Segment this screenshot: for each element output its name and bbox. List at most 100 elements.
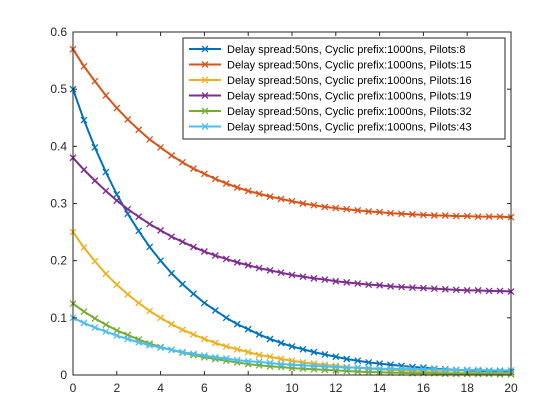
x-tick-label: 16	[417, 381, 431, 395]
data-point	[211, 306, 219, 314]
data-point	[168, 269, 176, 277]
data-point	[233, 184, 241, 191]
data-point	[387, 365, 395, 373]
series-layer	[69, 45, 515, 378]
legend-label: Delay spread:50ns, Cyclic prefix:1000ns,…	[227, 91, 472, 103]
data-point	[343, 205, 351, 213]
data-point	[310, 362, 318, 370]
data-point	[102, 328, 110, 336]
data-point	[299, 273, 307, 281]
legend-label: Delay spread:50ns, Cyclic prefix:1000ns,…	[227, 75, 472, 87]
data-point	[496, 287, 504, 295]
data-point	[200, 248, 208, 255]
data-point	[244, 357, 252, 365]
data-point	[157, 257, 165, 265]
data-point	[135, 299, 143, 307]
data-point	[80, 62, 88, 70]
data-point	[157, 314, 165, 322]
data-point	[299, 345, 307, 353]
data-point	[222, 342, 230, 350]
data-point	[80, 319, 88, 327]
x-tick-label: 12	[329, 381, 343, 395]
data-point	[277, 339, 285, 347]
y-tick-label: 0.2	[50, 254, 67, 268]
data-point	[102, 91, 110, 99]
data-point	[146, 136, 154, 143]
data-point	[255, 190, 263, 198]
data-point	[113, 326, 121, 334]
data-point	[233, 356, 241, 364]
x-tick-label: 8	[245, 381, 252, 395]
data-point	[496, 213, 504, 221]
data-point	[91, 324, 99, 332]
x-tick-label: 18	[461, 381, 475, 395]
data-point	[255, 351, 263, 359]
data-point	[277, 195, 285, 203]
legend-marker	[201, 61, 209, 68]
data-point	[452, 212, 460, 220]
data-point	[80, 116, 88, 124]
data-point	[179, 348, 186, 356]
data-point	[441, 366, 449, 374]
data-point	[244, 348, 252, 356]
data-point	[146, 307, 154, 315]
legend-marker	[201, 107, 209, 115]
data-point	[398, 365, 405, 373]
data-point	[222, 354, 230, 362]
data-point	[102, 168, 110, 176]
data-point	[485, 287, 493, 295]
y-tick-label: 0	[60, 368, 67, 382]
data-point	[365, 364, 373, 372]
data-point	[463, 212, 471, 220]
data-point	[189, 330, 197, 338]
legend-label: Delay spread:50ns, Cyclic prefix:1000ns,…	[227, 106, 472, 118]
data-point	[299, 200, 307, 207]
y-tick-label: 0.1	[50, 311, 67, 325]
data-point	[91, 314, 99, 322]
data-point	[102, 270, 110, 278]
data-point	[80, 166, 88, 174]
data-point	[91, 144, 99, 151]
data-point	[299, 361, 307, 369]
data-point	[343, 278, 351, 286]
data-point	[146, 220, 154, 228]
y-tick-label: 0.6	[50, 25, 67, 39]
data-point	[189, 243, 197, 251]
data-point	[157, 226, 165, 234]
data-point	[168, 152, 176, 159]
data-point	[244, 187, 252, 195]
data-point	[398, 283, 405, 291]
data-point	[398, 210, 405, 218]
data-point	[91, 77, 99, 85]
data-point	[113, 332, 121, 340]
data-point	[474, 366, 482, 374]
data-point	[321, 362, 329, 370]
series-6	[69, 314, 515, 374]
data-point	[113, 190, 121, 198]
data-point	[321, 276, 329, 283]
data-point	[419, 211, 427, 219]
legend-item: Delay spread:50ns, Cyclic prefix:1000ns,…	[189, 106, 472, 118]
legend: Delay spread:50ns, Cyclic prefix:1000ns,…	[182, 37, 506, 140]
y-tick-label: 0.3	[50, 197, 67, 211]
data-point	[365, 281, 373, 289]
x-tick-label: 10	[285, 381, 299, 395]
legend-item: Delay spread:50ns, Cyclic prefix:1000ns,…	[189, 60, 472, 72]
data-point	[222, 180, 230, 187]
data-point	[277, 269, 285, 277]
legend-item: Delay spread:50ns, Cyclic prefix:1000ns,…	[189, 44, 465, 56]
data-point	[288, 361, 296, 369]
data-point	[91, 177, 99, 185]
data-point	[343, 364, 351, 372]
data-point	[310, 274, 318, 282]
legend-label: Delay spread:50ns, Cyclic prefix:1000ns,…	[227, 60, 472, 72]
data-point	[80, 244, 88, 251]
data-point	[179, 158, 186, 166]
data-point	[102, 321, 110, 329]
y-tick-label: 0.4	[50, 139, 67, 153]
data-point	[277, 360, 285, 368]
data-point	[157, 144, 165, 151]
data-point	[288, 271, 296, 279]
data-point	[408, 365, 416, 373]
x-tick-label: 2	[113, 381, 120, 395]
